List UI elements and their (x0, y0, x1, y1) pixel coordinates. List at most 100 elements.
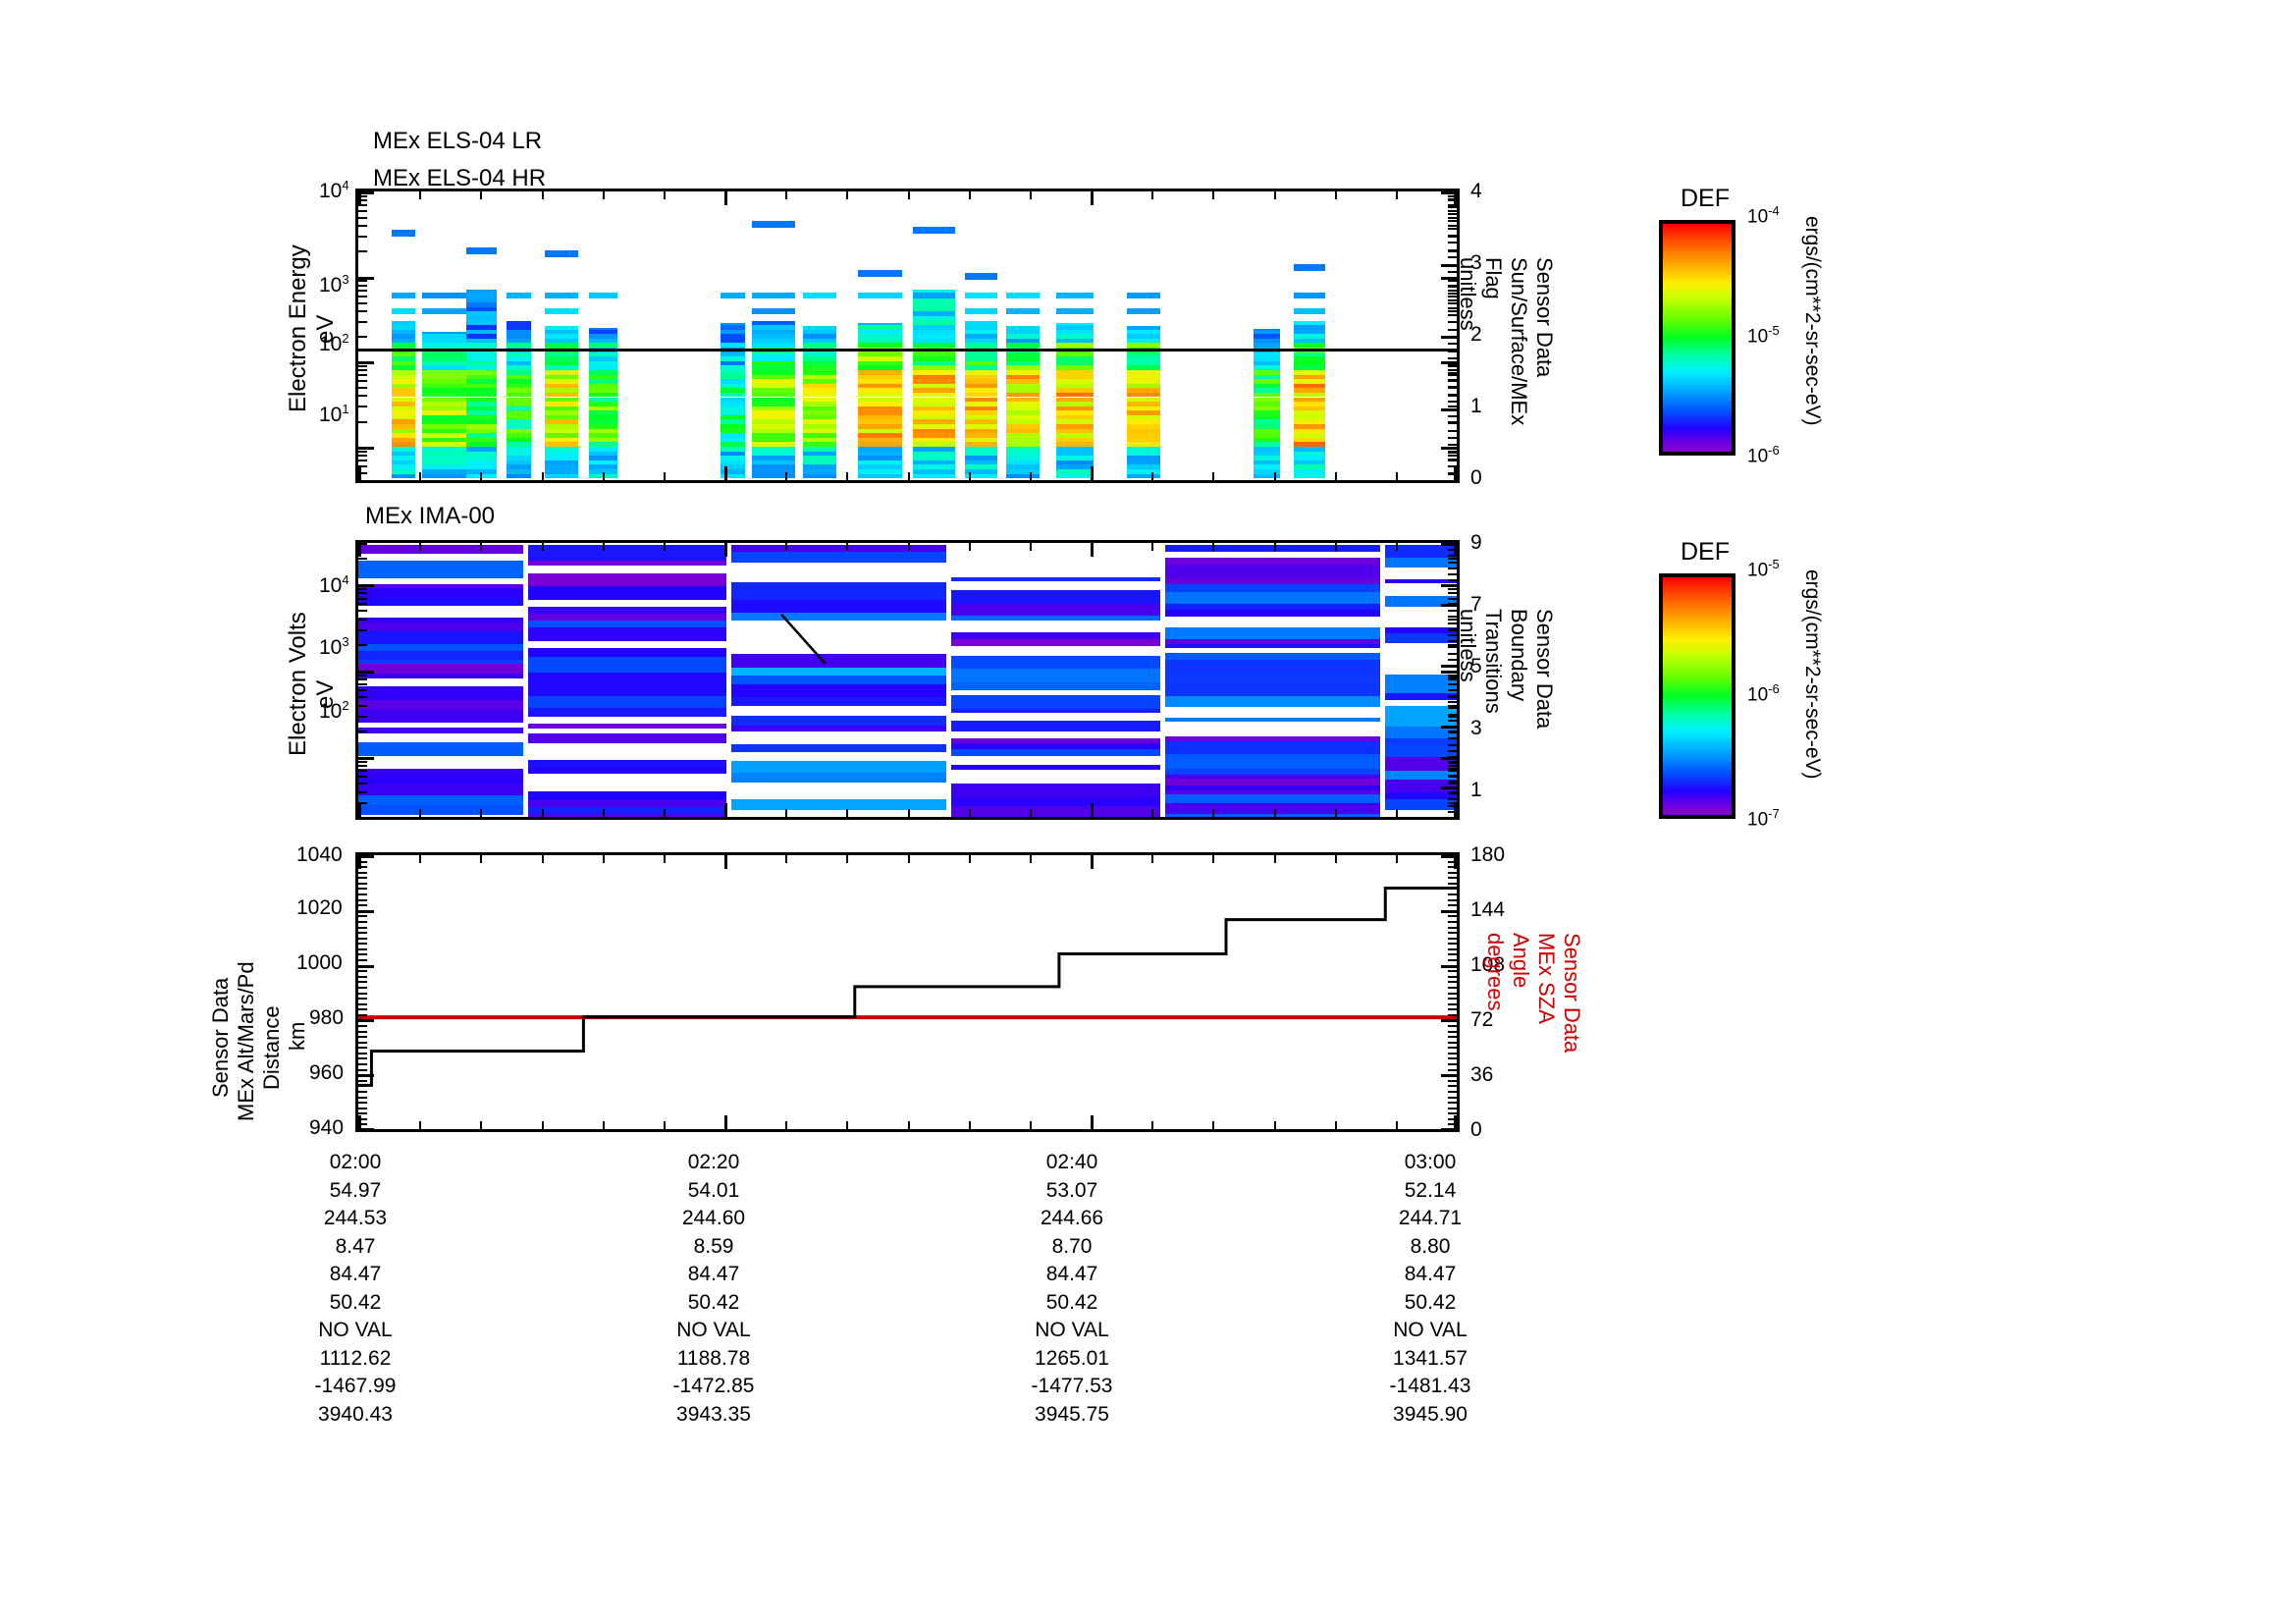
ima-band (528, 708, 726, 717)
axis-tick-minor (358, 696, 367, 698)
right-axis-tick-minor (1448, 394, 1457, 396)
spectrogram-band (858, 352, 902, 357)
axis-tick-minor (1274, 1121, 1276, 1129)
spectrogram-band (545, 410, 578, 415)
axis-tick-minor (1448, 290, 1457, 292)
spectrogram-band (391, 343, 416, 348)
spectrogram-band (507, 428, 531, 434)
right-axis-tick-minor (1448, 543, 1457, 545)
axis-tick-minor (1274, 472, 1276, 480)
spectrogram-band (507, 451, 531, 457)
right-axis-tick-minor (1448, 372, 1457, 374)
axis-tick-minor (1448, 765, 1457, 767)
spectrogram-band (507, 334, 531, 339)
spectrogram-band (858, 464, 902, 469)
axis-tick-minor (358, 776, 367, 778)
panel-1-group: MEx ELS-04 LR MEx ELS-04 HR Electron Ene… (0, 0, 2296, 491)
axis-tick-minor (908, 191, 910, 199)
panel-1-right-tick-1: 1 (1470, 395, 1482, 417)
panel-1-ytick-100: 102 (319, 331, 349, 355)
spectrogram-band (1055, 329, 1094, 335)
spectrogram-band (858, 379, 902, 384)
spectrogram-band (507, 383, 531, 389)
ima-band (951, 632, 1160, 639)
spectrogram-band (1253, 334, 1280, 339)
panel-1-right-tick-2: 2 (1470, 323, 1482, 346)
spectrogram-band (913, 447, 955, 452)
axis-tick-minor (1448, 970, 1457, 972)
spectrogram-band (545, 424, 578, 429)
spectrogram-band (465, 447, 497, 452)
spectrogram-band (391, 369, 416, 375)
panel-3-right-tick-36: 36 (1470, 1063, 1494, 1086)
spectrogram-band (721, 447, 745, 452)
spectrogram-band (507, 419, 531, 425)
axis-tick-minor (358, 877, 367, 879)
axis-tick-minor (1151, 191, 1153, 199)
axis-tick-minor (1448, 817, 1457, 819)
axis-tick-minor (358, 1097, 367, 1099)
ima-band (1385, 780, 1457, 792)
spectrogram-band (964, 428, 998, 434)
spectrogram-band (721, 338, 745, 344)
spectrogram-band (465, 356, 497, 361)
ima-band (1165, 558, 1380, 565)
spectrogram-band (913, 392, 955, 398)
axis-tick-minor (1448, 1123, 1457, 1125)
spectrogram-band (913, 334, 955, 339)
axis-tick-minor (358, 603, 367, 605)
colorbar-2-bottom-label: 10-7 (1747, 806, 1780, 831)
spectrogram-band (1006, 388, 1040, 393)
spectrogram-band (588, 356, 618, 361)
axis-tick-minor (419, 809, 421, 817)
axis-tick-minor (1448, 987, 1457, 989)
table-cell: 3945.75 (1035, 1402, 1109, 1426)
spectrogram-band (1055, 410, 1094, 415)
axis-tick-minor (908, 809, 910, 817)
panel-3-group: Sensor Data MEx Alt/Mars/Pd Distance km … (0, 844, 2296, 1149)
right-axis-tick-minor (1448, 775, 1457, 777)
spectrogram-band (588, 352, 618, 357)
right-axis-tick-minor (1448, 756, 1457, 758)
ima-band (358, 598, 523, 606)
axis-tick-minor (358, 1108, 367, 1109)
ima-band (528, 807, 726, 814)
spectrogram-band (1055, 338, 1094, 344)
axis-tick-minor (908, 855, 910, 863)
ima-band (528, 791, 726, 800)
axis-tick-minor (1448, 644, 1457, 646)
panel-3-ytick-960: 960 (309, 1061, 345, 1084)
panel-1-right-tick-4: 4 (1470, 180, 1482, 202)
axis-tick-minor (358, 948, 367, 950)
axis-tick-minor (358, 1123, 367, 1125)
spectrogram-band (721, 352, 745, 357)
axis-tick-minor (358, 959, 367, 961)
axis-tick-minor (603, 191, 605, 199)
ima-band (358, 570, 523, 578)
right-axis-tick-minor (1448, 616, 1457, 618)
axis-tick-minor (1448, 705, 1457, 707)
table-cell: 84.47 (1045, 1263, 1098, 1285)
spectrogram-column (803, 191, 836, 480)
axis-tick-minor (358, 1112, 367, 1114)
right-axis-tick-minor (1448, 299, 1457, 301)
axis-tick-minor (358, 1074, 367, 1076)
ima-band (528, 627, 726, 641)
axis-tick-minor (358, 210, 367, 212)
axis-tick-major (1441, 855, 1457, 858)
axis-tick-minor (1448, 280, 1457, 282)
spectrogram-band (545, 414, 578, 420)
right-axis-tick-minor (1448, 659, 1457, 661)
axis-tick-minor (358, 716, 367, 718)
axis-tick-minor (1448, 250, 1457, 252)
spectrogram-band (391, 442, 416, 447)
spectrogram-band (421, 460, 466, 465)
spectrogram-band (858, 374, 902, 380)
spectrogram-band (803, 326, 836, 330)
spectrogram-band (721, 464, 745, 469)
spectrogram-band (421, 334, 466, 339)
spectrogram-band (465, 437, 497, 443)
axis-tick-major (1454, 855, 1457, 869)
spectrogram-band (913, 428, 955, 434)
spectrogram-band (964, 320, 998, 325)
